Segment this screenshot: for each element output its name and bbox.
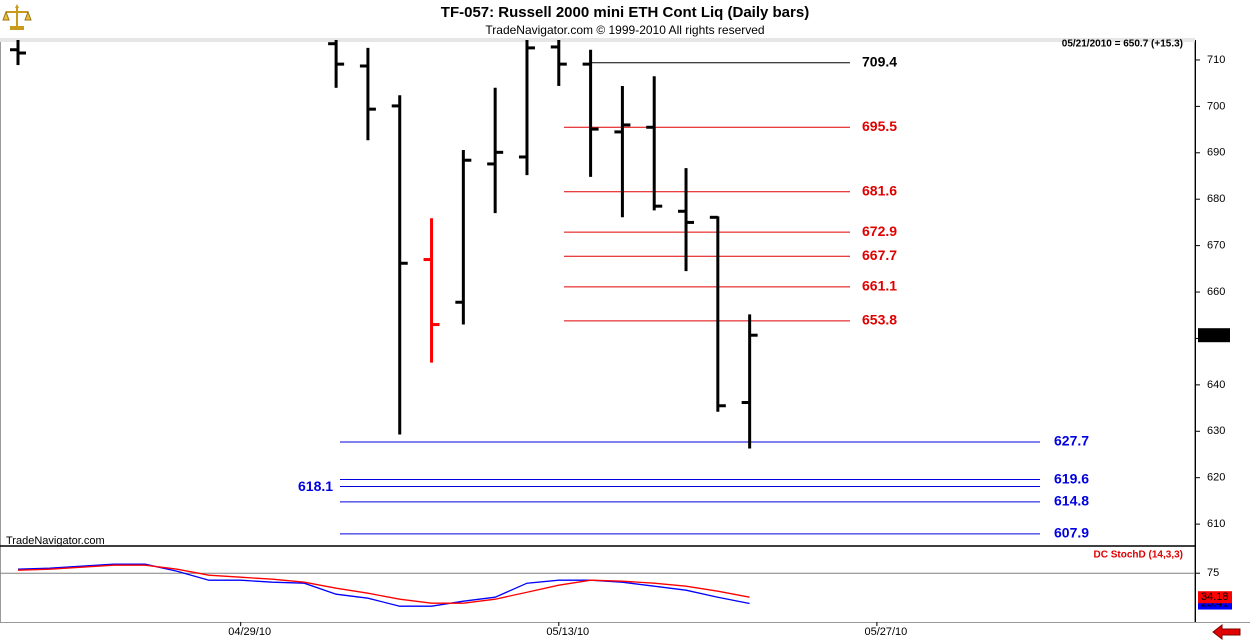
last-price-box <box>1198 328 1230 343</box>
indicator-title: DC StochD (14,3,3) <box>1094 550 1183 561</box>
indicator-plot <box>0 563 1195 607</box>
indicator-line <box>17 564 750 604</box>
level-label: 672.9 <box>862 223 897 239</box>
y-tick-label: 680 <box>1207 193 1225 205</box>
level-label: 607.9 <box>1054 525 1089 541</box>
level-label: 653.8 <box>862 312 897 328</box>
level-label: 618.1 <box>298 478 333 494</box>
y-tick-label: 690 <box>1207 147 1225 159</box>
x-tick-label: 05/13/10 <box>546 626 589 638</box>
top-strip <box>0 38 1195 42</box>
y-tick-label: 700 <box>1207 100 1225 112</box>
level-label: 614.8 <box>1054 493 1089 509</box>
level-label: 695.5 <box>862 118 897 134</box>
level-label: 681.6 <box>862 182 897 198</box>
y-tick-label: 710 <box>1207 54 1225 66</box>
last-price-label: 650.7 <box>1201 329 1229 341</box>
indicator-line <box>17 563 750 607</box>
y-tick-label: 660 <box>1207 286 1225 298</box>
level-label: 709.4 <box>862 53 897 69</box>
chart-subtitle: TradeNavigator.com © 1999-2010 All right… <box>485 23 764 37</box>
level-label: 667.7 <box>862 247 897 263</box>
app-icon <box>2 2 32 32</box>
y-tick-label: 610 <box>1207 518 1225 530</box>
indicator-last-box <box>1198 591 1232 604</box>
indicator-last-label: 34.18 <box>1201 591 1229 603</box>
level-label: 619.6 <box>1054 470 1089 486</box>
price-plot <box>10 40 1040 535</box>
level-label: 627.7 <box>1054 433 1089 449</box>
y-tick-label: 75 <box>1207 567 1219 579</box>
x-tick-label: 05/27/10 <box>864 626 907 638</box>
y-tick-label: 670 <box>1207 240 1225 252</box>
y-tick-label: 620 <box>1207 472 1225 484</box>
status-readout: 05/21/2010 = 650.7 (+15.3) <box>1062 39 1183 50</box>
y-tick-label: 630 <box>1207 425 1225 437</box>
scroll-left-arrow[interactable] <box>1212 623 1241 641</box>
y-tick-label: 640 <box>1207 379 1225 391</box>
level-label: 661.1 <box>862 278 897 294</box>
scroll-arrow[interactable] <box>1212 623 1241 641</box>
x-tick-label: 04/29/10 <box>228 626 271 638</box>
axes: 610620630640650660670680690700710709.469… <box>228 40 1232 638</box>
chart-title: TF-057: Russell 2000 mini ETH Cont Liq (… <box>441 4 809 21</box>
watermark: TradeNavigator.com <box>6 535 105 547</box>
